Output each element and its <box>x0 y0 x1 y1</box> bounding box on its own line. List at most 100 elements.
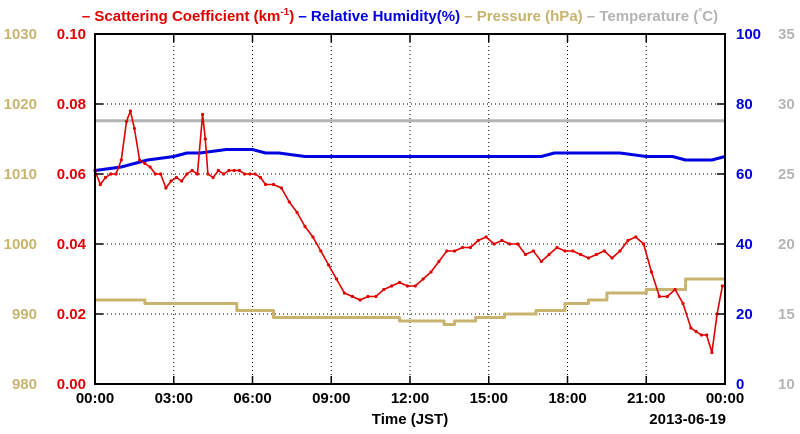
data-point-scattering <box>319 249 323 253</box>
data-point-scattering <box>132 126 136 131</box>
data-point-scattering <box>98 182 102 187</box>
data-point-scattering <box>232 168 236 173</box>
data-point-scattering <box>699 333 704 337</box>
data-point-scattering <box>673 287 677 292</box>
data-point-scattering <box>203 137 207 141</box>
data-point-scattering <box>103 175 108 180</box>
data-point-scattering <box>710 350 714 355</box>
y-tick-label-temperature: 35 <box>778 26 795 43</box>
data-point-scattering <box>334 277 339 281</box>
y-tick-label-temperature: 15 <box>778 306 795 323</box>
data-point-scattering <box>492 242 496 246</box>
y-tick-label-scattering: 0.04 <box>57 236 87 253</box>
x-tick-label: 15:00 <box>470 390 508 407</box>
data-point-scattering <box>445 249 449 253</box>
data-point-scattering <box>634 235 638 239</box>
y-tick-label-pressure: 1030 <box>4 26 37 43</box>
data-point-scattering <box>185 172 189 176</box>
data-point-scattering <box>206 172 210 176</box>
y-tick-label-humidity: 100 <box>736 26 761 43</box>
data-point-scattering <box>694 329 698 334</box>
data-point-scattering <box>571 249 575 253</box>
data-point-scattering <box>539 259 543 264</box>
data-point-scattering <box>164 186 168 190</box>
data-point-scattering <box>350 294 354 299</box>
data-point-scattering <box>287 200 291 204</box>
y-axes: 98099010001010102010300.000.020.040.060.… <box>4 26 795 393</box>
data-point-scattering <box>279 186 283 190</box>
data-point-scattering <box>413 284 417 288</box>
x-tick-label: 06:00 <box>233 390 271 407</box>
data-point-scattering <box>216 168 220 173</box>
y-tick-label-humidity: 80 <box>736 96 753 113</box>
data-point-scattering <box>642 242 646 246</box>
legend-entry-sup: ° <box>698 7 702 18</box>
data-point-scattering <box>523 252 528 257</box>
date-label: 2013-06-19 <box>649 411 726 428</box>
y-tick-label-scattering: 0.02 <box>57 306 86 323</box>
data-point-scattering <box>258 175 262 180</box>
data-point-scattering <box>437 259 441 264</box>
data-point-scattering <box>468 245 472 250</box>
data-point-scattering <box>681 301 685 306</box>
data-point-scattering <box>128 109 132 113</box>
data-point-scattering <box>720 284 725 288</box>
data-point-scattering <box>508 242 512 246</box>
y-tick-label-temperature: 10 <box>778 376 795 393</box>
y-tick-label-humidity: 20 <box>736 306 753 323</box>
y-tick-label-pressure: 980 <box>12 376 37 393</box>
x-tick-label: 12:00 <box>391 390 429 407</box>
data-point-scattering <box>484 235 488 239</box>
data-point-scattering <box>201 112 205 117</box>
data-point-scattering <box>190 168 194 173</box>
data-point-scattering <box>705 333 709 337</box>
legend: – Scattering Coefficient (km-1) – Relati… <box>82 7 718 25</box>
y-tick-label-pressure: 1000 <box>4 236 37 253</box>
data-point-scattering <box>586 256 591 260</box>
data-point-scattering <box>211 175 215 180</box>
data-point-scattering <box>555 245 559 250</box>
data-point-scattering <box>271 182 276 187</box>
data-point-scattering <box>460 245 465 250</box>
data-point-scattering <box>563 249 567 253</box>
data-point-scattering <box>429 270 433 274</box>
data-point-scattering <box>594 252 599 257</box>
data-point-scattering <box>610 256 614 260</box>
data-point-scattering <box>124 119 129 124</box>
y-tick-label-pressure: 1020 <box>4 96 37 113</box>
y-tick-label-temperature: 25 <box>778 166 795 183</box>
data-point-scattering <box>657 294 662 299</box>
data-point-scattering <box>374 294 378 299</box>
legend-entry-temperature: – Temperature ( <box>583 8 699 25</box>
legend-entry-suffix: ) <box>289 8 294 25</box>
legend-entry-sup: -1 <box>280 7 289 18</box>
y-tick-label-pressure: 990 <box>12 306 37 323</box>
data-point-scattering <box>382 287 386 292</box>
y-tick-label-scattering: 0.10 <box>57 26 86 43</box>
data-point-scattering <box>248 172 252 176</box>
data-point-scattering <box>143 161 147 166</box>
legend-text: – Scattering Coefficient (km-1) – Relati… <box>82 7 718 25</box>
x-tick-label: 18:00 <box>548 390 586 407</box>
legend-entry-suffix: C) <box>702 8 718 25</box>
x-tick-label: 09:00 <box>312 390 350 407</box>
x-tick-label: 21:00 <box>627 390 665 407</box>
data-point-scattering <box>153 172 157 176</box>
series-line-pressure <box>95 277 725 326</box>
y-tick-label-scattering: 0.06 <box>57 166 86 183</box>
data-point-scattering <box>114 172 118 176</box>
data-point-scattering <box>476 238 480 243</box>
data-point-scattering <box>222 172 226 176</box>
data-point-scattering <box>500 238 504 243</box>
y-tick-label-temperature: 20 <box>778 236 795 253</box>
data-point-scattering <box>243 172 247 176</box>
data-point-scattering <box>159 172 163 176</box>
x-tick-label: 00:00 <box>706 390 744 407</box>
data-point-scattering <box>516 242 520 246</box>
data-point-scattering <box>174 175 178 180</box>
data-point-scattering <box>109 172 113 176</box>
data-point-scattering <box>311 235 315 239</box>
data-point-scattering <box>227 168 231 173</box>
x-axis: 00:00 03:00 06:00 09:00 12:00 15:00 18:00 21:00… <box>76 34 744 407</box>
